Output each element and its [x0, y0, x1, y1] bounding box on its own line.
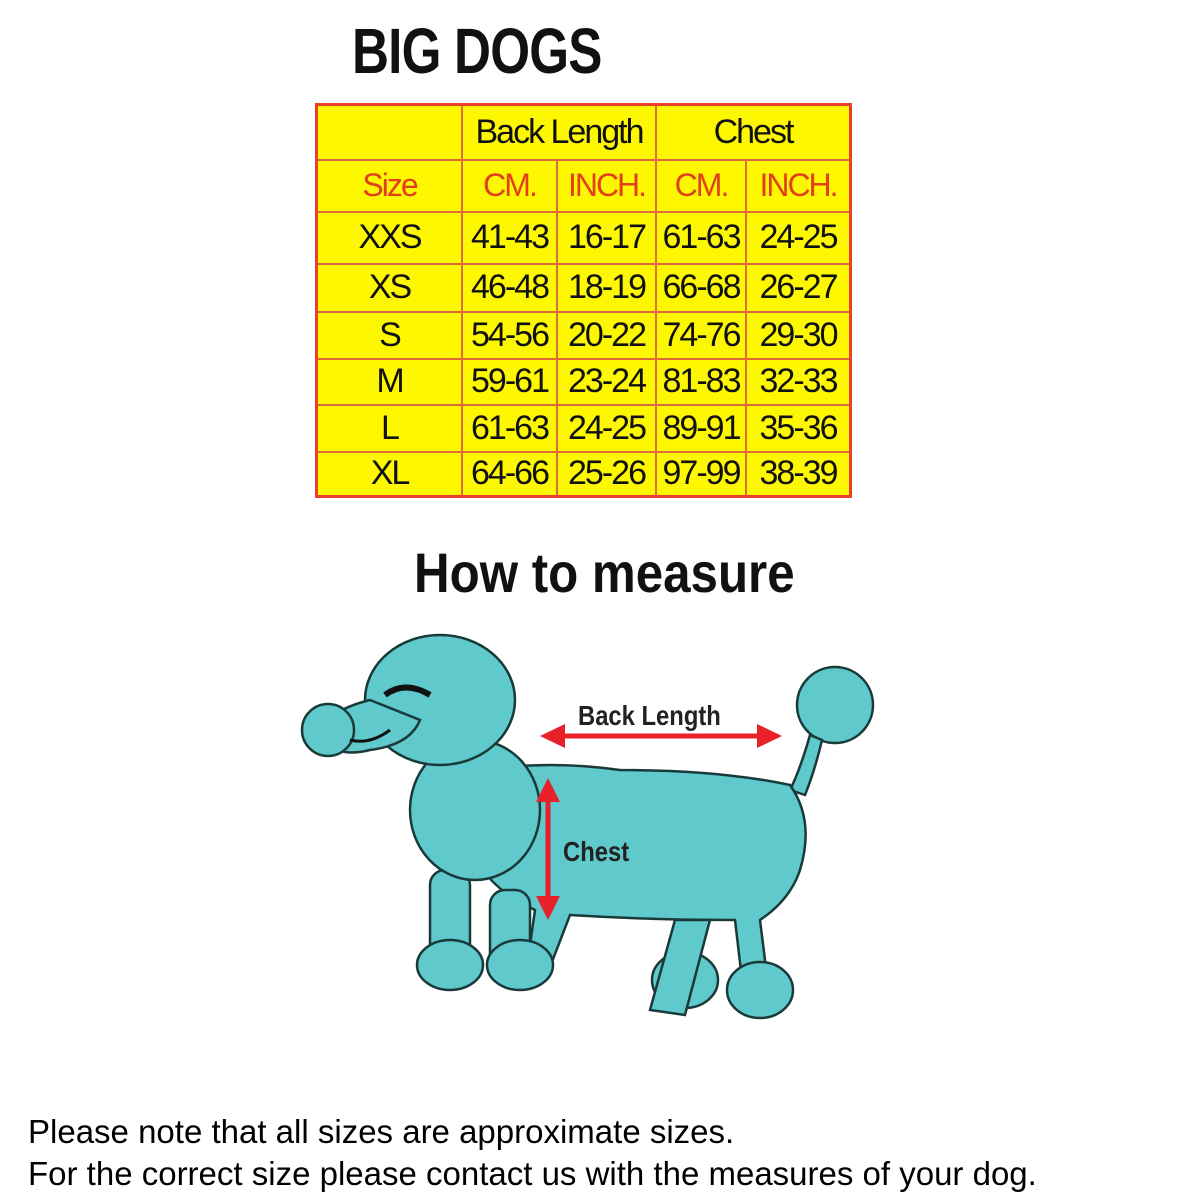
measurement-cell: 20-22 — [556, 310, 657, 360]
unit-header: INCH. — [556, 158, 657, 213]
size-cell: XL — [315, 450, 463, 498]
size-cell: S — [315, 310, 463, 360]
size-cell: XXS — [315, 210, 463, 265]
table-row: S 54-56 20-22 74-76 29-30 — [315, 310, 852, 360]
size-chart-table: Back Length Chest Size CM. INCH. CM. INC… — [315, 103, 852, 498]
back-length-arrow — [540, 724, 782, 748]
measurement-cell: 16-17 — [556, 210, 657, 265]
measurement-cell: 32-33 — [745, 357, 852, 406]
page-title: BIG DOGS — [352, 15, 602, 87]
size-cell: XS — [315, 262, 463, 313]
chest-header: Chest — [655, 103, 852, 161]
note-contact: For the correct size please contact us w… — [28, 1155, 1037, 1192]
size-header: Size — [315, 158, 463, 213]
table-row: L 61-63 24-25 89-91 35-36 — [315, 403, 852, 453]
unit-header: CM. — [655, 158, 747, 213]
measurement-cell: 54-56 — [461, 310, 558, 360]
measurement-cell: 23-24 — [556, 357, 657, 406]
table-row: M 59-61 23-24 81-83 32-33 — [315, 357, 852, 406]
unit-header: INCH. — [745, 158, 852, 213]
measurement-cell: 61-63 — [461, 403, 558, 453]
dog-body — [300, 633, 875, 1020]
measurement-cell: 74-76 — [655, 310, 747, 360]
table-row: XS 46-48 18-19 66-68 26-27 — [315, 262, 852, 313]
tail-pompom — [795, 665, 875, 745]
measurement-cell: 64-66 — [461, 450, 558, 498]
poodle-illustration — [300, 633, 875, 1020]
measurement-cell: 38-39 — [745, 450, 852, 498]
measurement-cell: 81-83 — [655, 357, 747, 406]
measurement-cell: 26-27 — [745, 262, 852, 313]
empty-header-cell — [315, 103, 463, 161]
size-cell: L — [315, 403, 463, 453]
measurement-cell: 46-48 — [461, 262, 558, 313]
table-group-header-row: Back Length Chest — [315, 103, 852, 161]
table-row: XL 64-66 25-26 97-99 38-39 — [315, 450, 852, 498]
back-length-header: Back Length — [461, 103, 657, 161]
table-row: XXS 41-43 16-17 61-63 24-25 — [315, 210, 852, 265]
measurement-cell: 41-43 — [461, 210, 558, 265]
measurement-cell: 97-99 — [655, 450, 747, 498]
measurement-cell: 66-68 — [655, 262, 747, 313]
measurement-cell: 29-30 — [745, 310, 852, 360]
measurement-cell: 59-61 — [461, 357, 558, 406]
table-unit-header-row: Size CM. INCH. CM. INCH. — [315, 158, 852, 213]
note-approximate: Please note that all sizes are approxima… — [28, 1113, 735, 1150]
measurement-cell: 25-26 — [556, 450, 657, 498]
chest-label: Chest — [563, 836, 630, 867]
measurement-cell: 24-25 — [556, 403, 657, 453]
measurement-cell: 35-36 — [745, 403, 852, 453]
how-to-measure-heading: How to measure — [414, 541, 795, 604]
measurement-cell: 61-63 — [655, 210, 747, 265]
measurement-cell: 24-25 — [745, 210, 852, 265]
unit-header: CM. — [461, 158, 558, 213]
back-length-label: Back Length — [578, 700, 721, 731]
size-cell: M — [315, 357, 463, 406]
measurement-cell: 89-91 — [655, 403, 747, 453]
measurement-cell: 18-19 — [556, 262, 657, 313]
chest-arrow — [536, 778, 560, 920]
